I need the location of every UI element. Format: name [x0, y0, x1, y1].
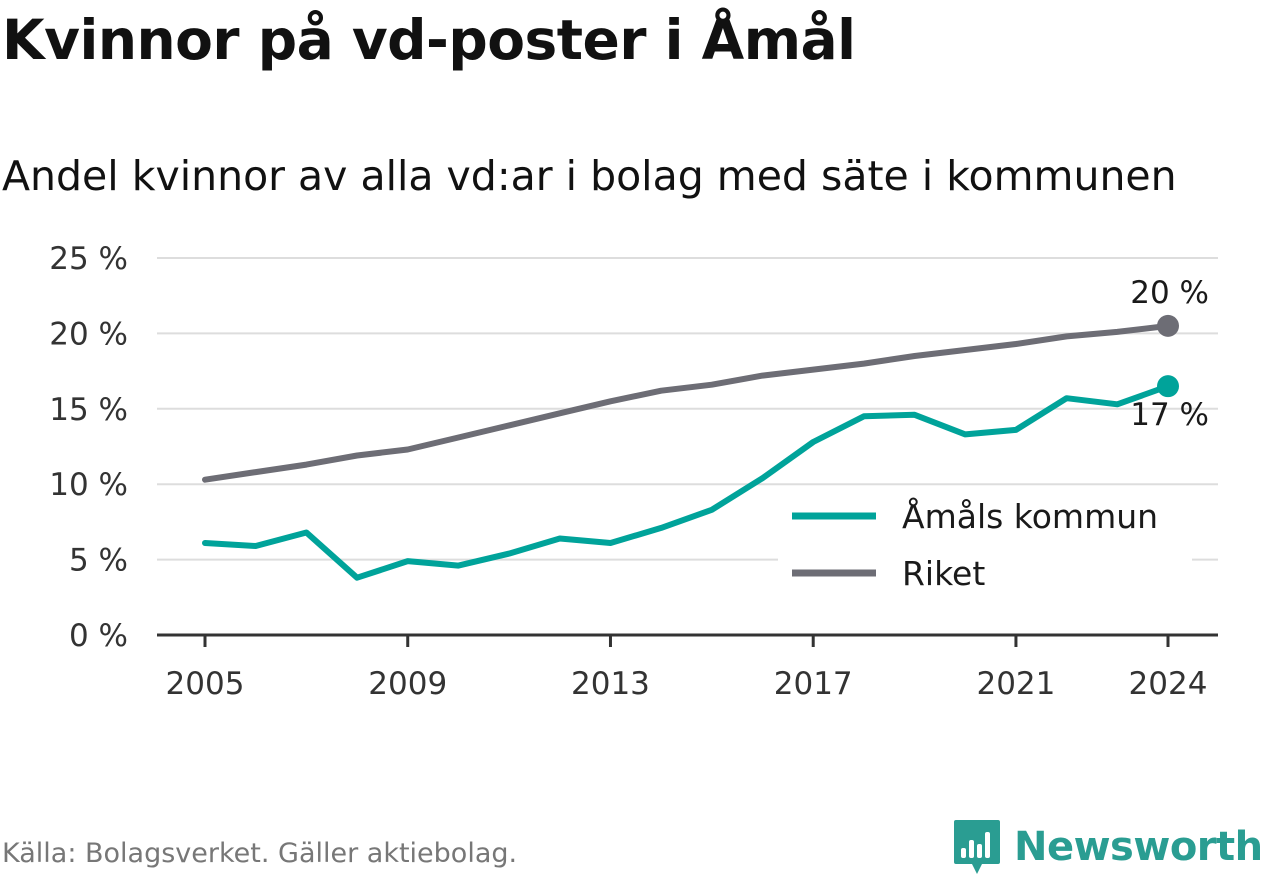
end-point-marker	[1157, 314, 1179, 337]
chart-subtitle: Andel kvinnor av alla vd:ar i bolag med …	[2, 152, 1177, 200]
end-labels: 20 % 17 %	[1130, 275, 1209, 433]
end-point-marker	[1157, 375, 1179, 398]
y-tick-label: 10 %	[49, 467, 128, 503]
legend: Åmåls kommun Riket	[778, 487, 1192, 605]
series-line	[202, 383, 1171, 581]
legend-label: Riket	[902, 554, 985, 593]
newsworthy-logo[interactable]: Newsworthy	[952, 818, 1262, 876]
x-tick-label: 2021	[976, 666, 1055, 702]
source-note: Källa: Bolagsverket. Gäller aktiebolag.	[2, 838, 518, 869]
end-label: 20 %	[1130, 275, 1209, 311]
end-label: 17 %	[1130, 397, 1209, 433]
x-tick-label: 2013	[571, 666, 650, 702]
x-tick-label: 2005	[166, 666, 245, 702]
y-tick-label: 25 %	[49, 241, 128, 277]
y-tick-label: 15 %	[49, 392, 128, 428]
x-tick-label: 2024	[1129, 666, 1208, 702]
x-tick-label: 2017	[774, 666, 853, 702]
x-tick-label: 2009	[368, 666, 447, 702]
legend-background	[778, 487, 1192, 605]
chart-title: Kvinnor på vd-poster i Åmål	[2, 8, 856, 72]
brand-name: Newsworthy	[1014, 824, 1262, 870]
legend-label: Åmåls kommun	[902, 496, 1158, 536]
y-tick-label: 0 %	[69, 618, 128, 654]
y-tick-label: 5 %	[69, 543, 128, 579]
newsworthy-logo-icon	[954, 820, 1000, 874]
x-axis: 2005 2009 2013 2017 2021 2024	[157, 633, 1218, 702]
series-line	[202, 322, 1171, 483]
y-tick-label: 20 %	[49, 316, 128, 352]
series-lines	[202, 314, 1179, 581]
y-axis-ticks: 0 % 5 % 10 % 15 % 20 % 25 %	[49, 241, 128, 654]
